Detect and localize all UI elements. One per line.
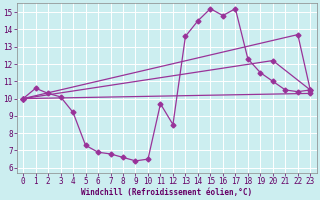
X-axis label: Windchill (Refroidissement éolien,°C): Windchill (Refroidissement éolien,°C) (81, 188, 252, 197)
